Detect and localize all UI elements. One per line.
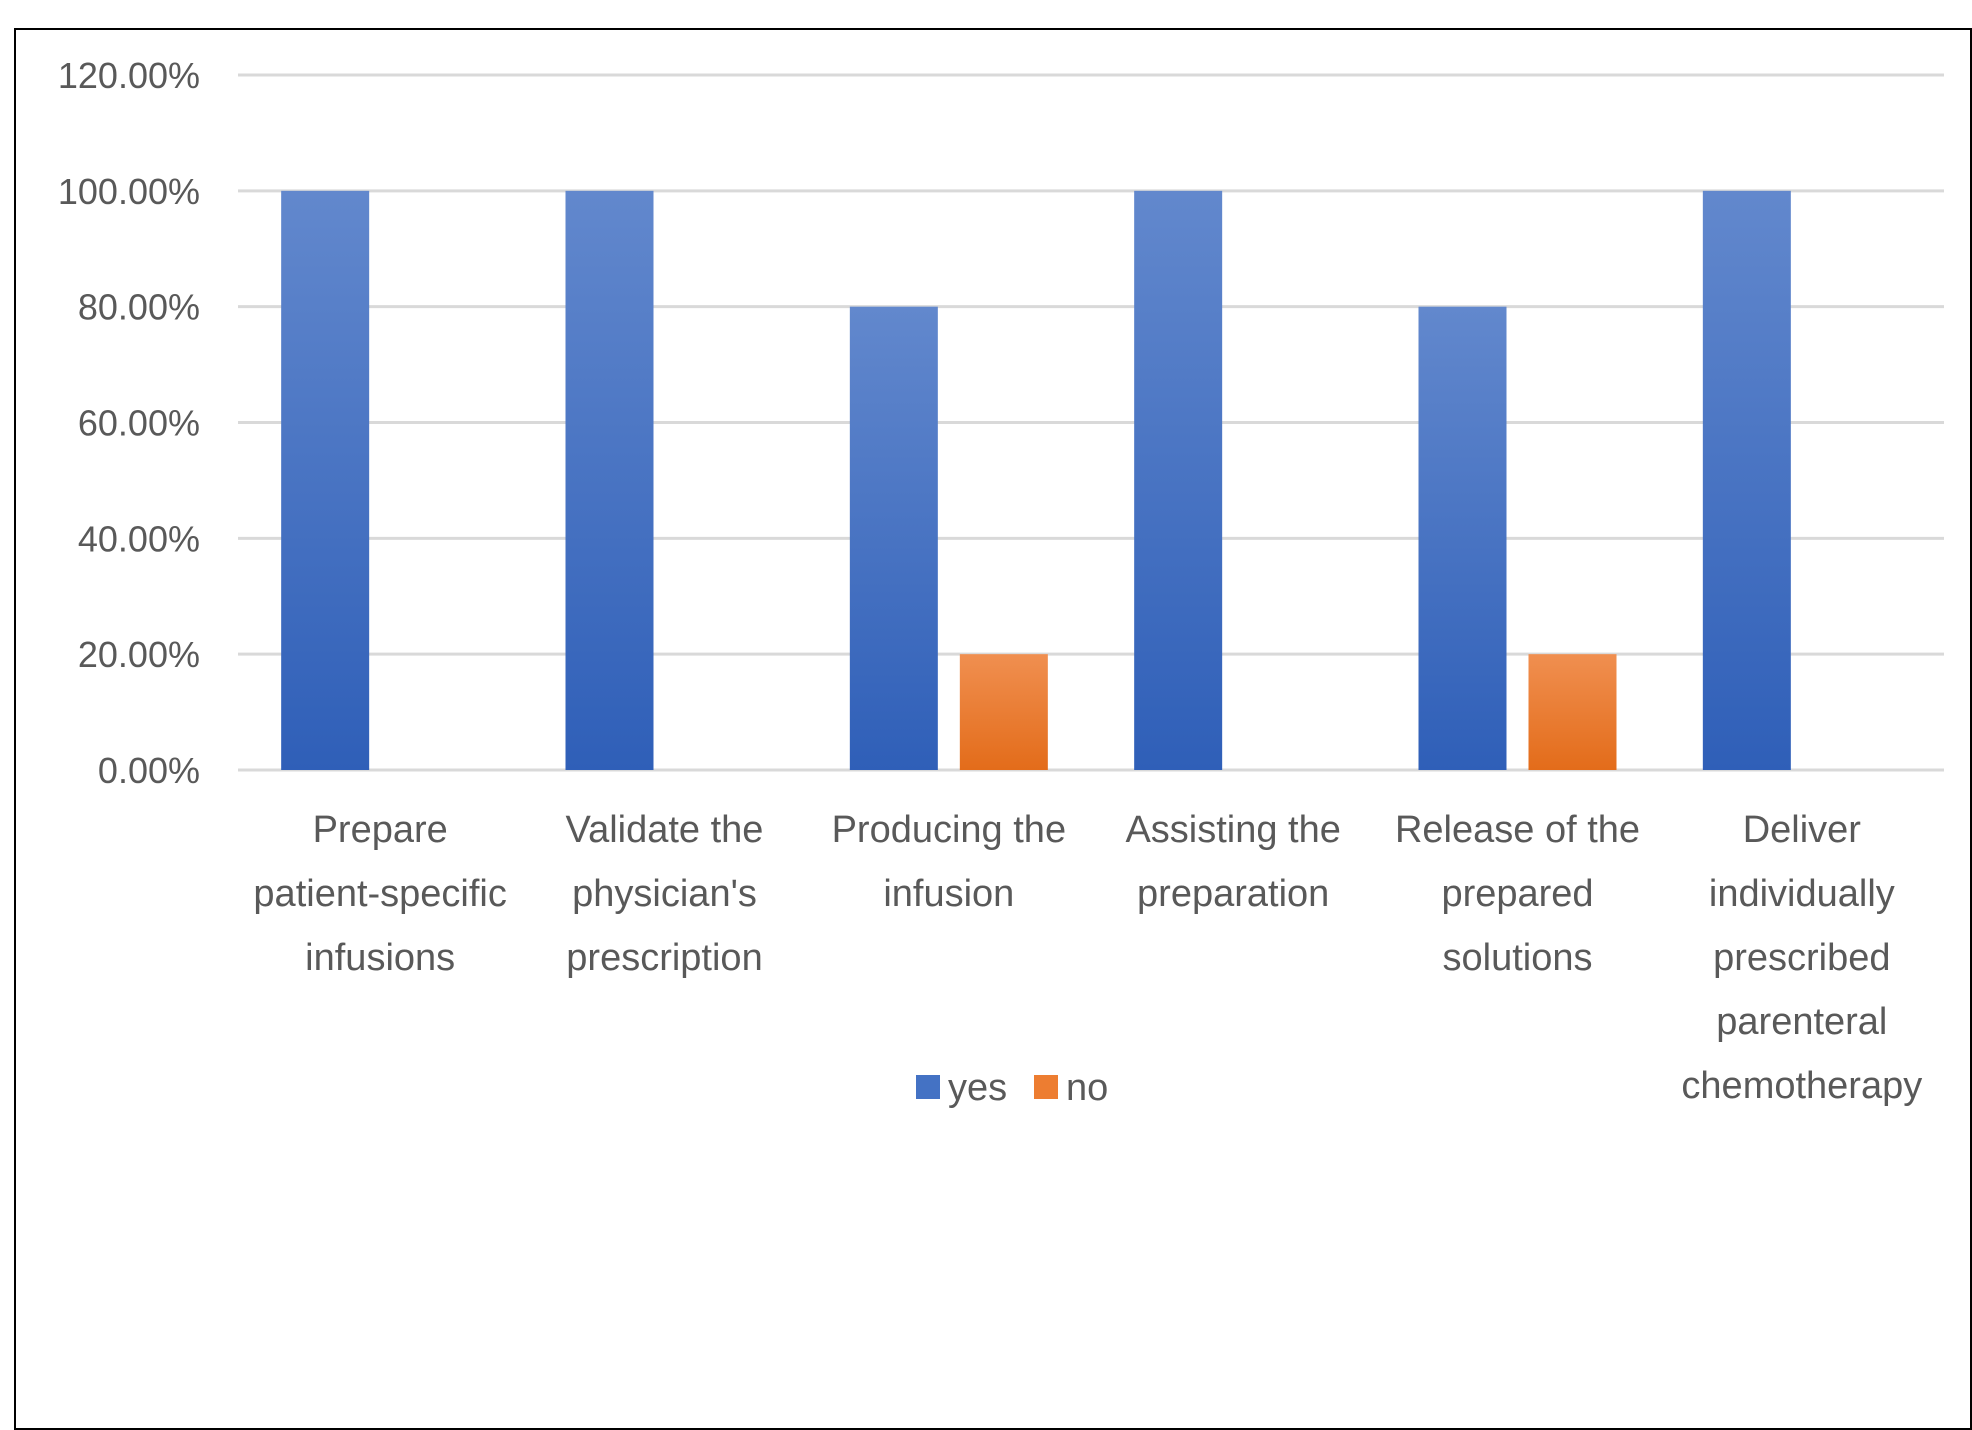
bar-no-2 [959, 654, 1048, 770]
legend-swatch-no [1034, 1075, 1058, 1099]
x-category-label: Deliver [1743, 809, 1862, 851]
bar-yes-4 [1418, 306, 1507, 770]
x-category-label: chemotherapy [1681, 1065, 1922, 1107]
legend-label-no: no [1066, 1067, 1108, 1109]
x-category-label: Prepare [313, 809, 448, 851]
y-tick-label: 80.00% [78, 287, 200, 328]
x-category-label: patient-specific [253, 873, 506, 915]
x-category-label: preparation [1137, 873, 1329, 915]
y-tick-label: 0.00% [98, 750, 200, 791]
x-category-label: solutions [1443, 937, 1593, 979]
bar-yes-1 [565, 190, 654, 771]
bar-yes-3 [1134, 190, 1223, 771]
legend-swatch-yes [916, 1075, 940, 1099]
gridlines [238, 73, 1944, 772]
bar-yes-2 [849, 306, 938, 770]
x-category-label: infusions [305, 937, 455, 979]
x-category-label: physician's [572, 873, 757, 915]
legend: yes no [916, 1067, 1108, 1109]
bar-yes-5 [1702, 190, 1791, 771]
bars [281, 190, 1791, 771]
y-tick-label: 20.00% [78, 634, 200, 675]
x-category-label: individually [1709, 873, 1895, 915]
y-axis-tick-labels: 0.00% 20.00% 40.00% 60.00% 80.00% 100.00% 120.… [58, 55, 200, 791]
x-category-label: Validate the [566, 809, 764, 851]
y-tick-label: 60.00% [78, 403, 200, 444]
x-category-label: prescribed [1713, 937, 1890, 979]
bar-no-4 [1528, 654, 1617, 770]
x-category-label: Assisting the [1125, 809, 1340, 851]
x-category-label: prescription [566, 937, 762, 979]
bar-yes-0 [281, 190, 370, 771]
y-tick-label: 100.00% [58, 171, 200, 212]
legend-label-yes: yes [948, 1067, 1007, 1109]
x-category-label: parenteral [1716, 1001, 1887, 1043]
x-category-label: prepared [1441, 873, 1593, 915]
x-axis-category-labels: Prepare patient-specific infusions Validate… [253, 809, 1922, 1107]
y-tick-label: 40.00% [78, 518, 200, 559]
y-tick-label: 120.00% [58, 55, 200, 96]
x-category-label: infusion [883, 873, 1014, 915]
x-category-label: Producing the [832, 809, 1067, 851]
bar-chart: 0.00% 20.00% 40.00% 60.00% 80.00% 100.00% 120.… [58, 55, 1944, 1109]
x-category-label: Release of the [1395, 809, 1640, 851]
chart-frame: 0.00% 20.00% 40.00% 60.00% 80.00% 100.00% 120.… [14, 28, 1972, 1430]
